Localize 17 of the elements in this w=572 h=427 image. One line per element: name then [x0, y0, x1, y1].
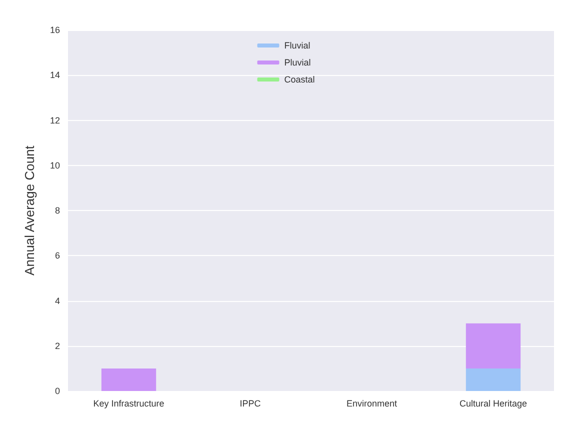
y-tick-label: 16 [50, 25, 60, 35]
y-tick-label: 0 [54, 386, 60, 396]
x-tick-label: Key Infrastructure [93, 398, 164, 408]
legend-label: Fluvial [284, 40, 310, 50]
x-tick-label: Cultural Heritage [459, 398, 528, 408]
x-tick-label: Environment [346, 398, 398, 408]
y-tick-label: 6 [54, 250, 60, 261]
y-tick-label: 2 [54, 340, 60, 351]
legend-label: Pluvial [284, 58, 311, 68]
y-tick-label: 10 [50, 160, 60, 170]
y-tick-label: 12 [50, 115, 60, 126]
x-tick-label: IPPC [240, 398, 262, 408]
y-tick-label: 4 [54, 296, 60, 306]
y-tick-label: 14 [50, 70, 60, 80]
legend-label: Coastal [284, 74, 315, 84]
y-tick-label: 8 [54, 206, 60, 216]
y-axis-title: Annual Average Count [22, 145, 37, 276]
